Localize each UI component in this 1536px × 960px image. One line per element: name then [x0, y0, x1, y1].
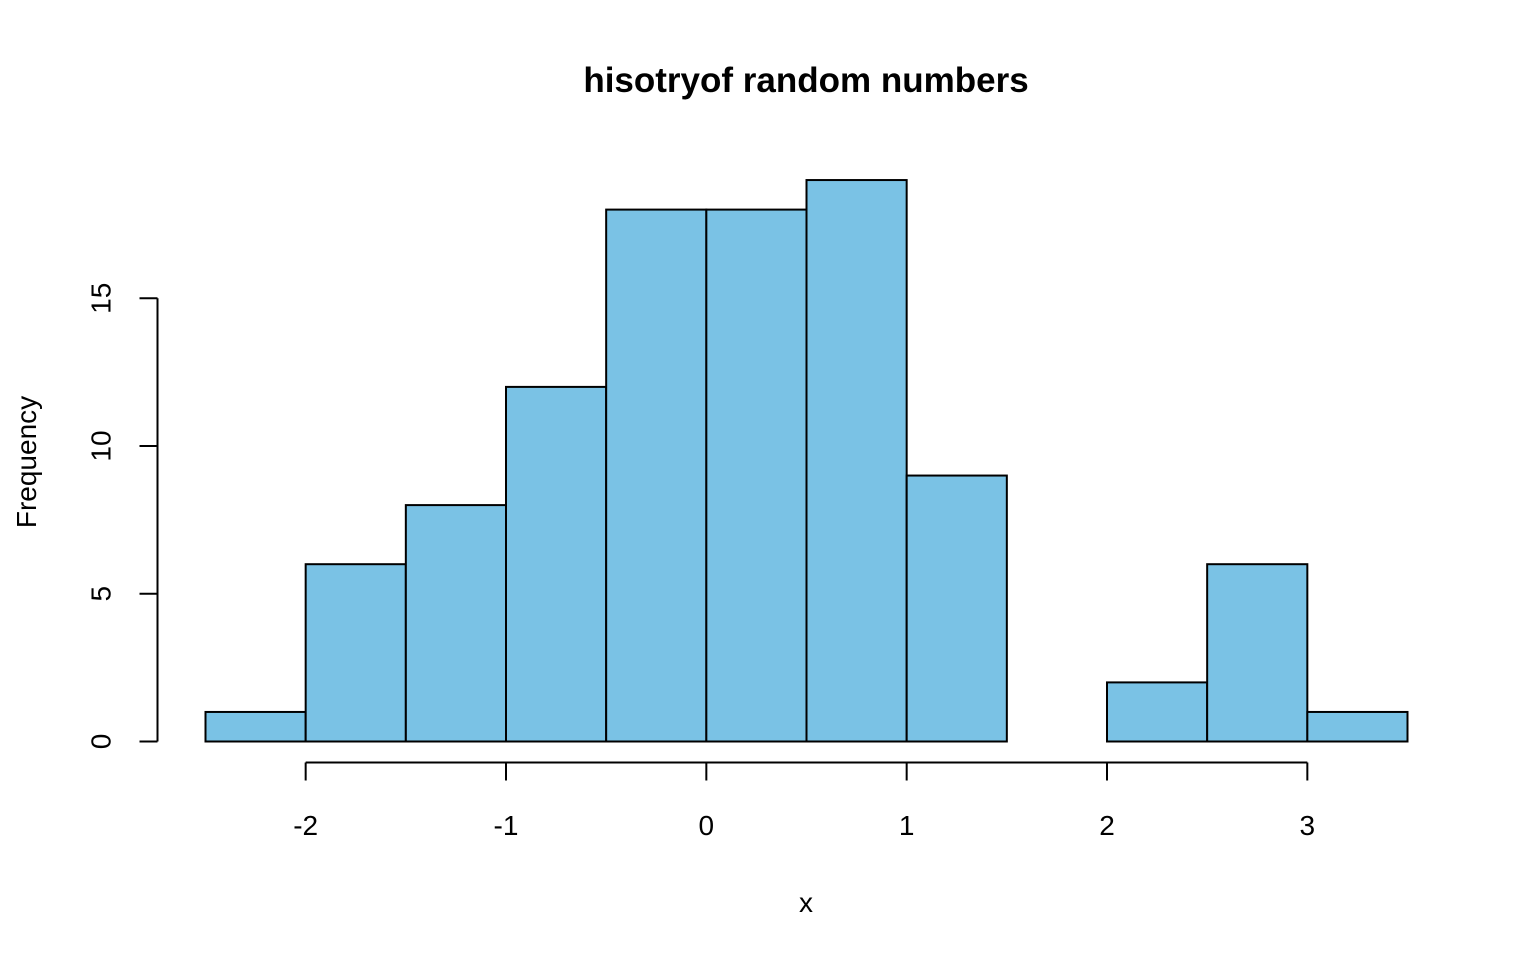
- histogram-bar: [905, 474, 1008, 743]
- x-tick-label: 3: [1300, 810, 1316, 841]
- histogram-bar: [304, 563, 407, 743]
- y-tick-label: 0: [86, 734, 117, 750]
- histogram-bar: [805, 179, 908, 743]
- x-tick-label: -2: [293, 810, 318, 841]
- histogram-bar: [204, 710, 307, 743]
- histogram-bar: [1106, 681, 1209, 743]
- histogram-bar: [404, 504, 508, 743]
- y-axis: 0 5 10 15: [86, 283, 159, 750]
- y-tick-label: 10: [86, 430, 117, 461]
- x-tick-label: 2: [1099, 810, 1115, 841]
- histogram-bar: [605, 208, 708, 743]
- x-axis-label: x: [799, 887, 813, 918]
- histogram-bar: [1206, 563, 1309, 743]
- histogram-bar: [705, 208, 808, 743]
- y-axis-label: Frequency: [11, 396, 42, 528]
- histogram-bar: [1306, 710, 1409, 743]
- x-axis: -2 -1 0 1 2 3: [293, 761, 1316, 841]
- x-tick-label: 1: [899, 810, 915, 841]
- chart-title: hisotryof random numbers: [583, 61, 1028, 100]
- histogram-bar: [505, 385, 608, 743]
- x-tick-label: 0: [699, 810, 715, 841]
- x-tick-label: -1: [494, 810, 519, 841]
- y-tick-label: 5: [86, 586, 117, 602]
- y-tick-label: 15: [86, 283, 117, 314]
- bars-group: [204, 179, 1409, 743]
